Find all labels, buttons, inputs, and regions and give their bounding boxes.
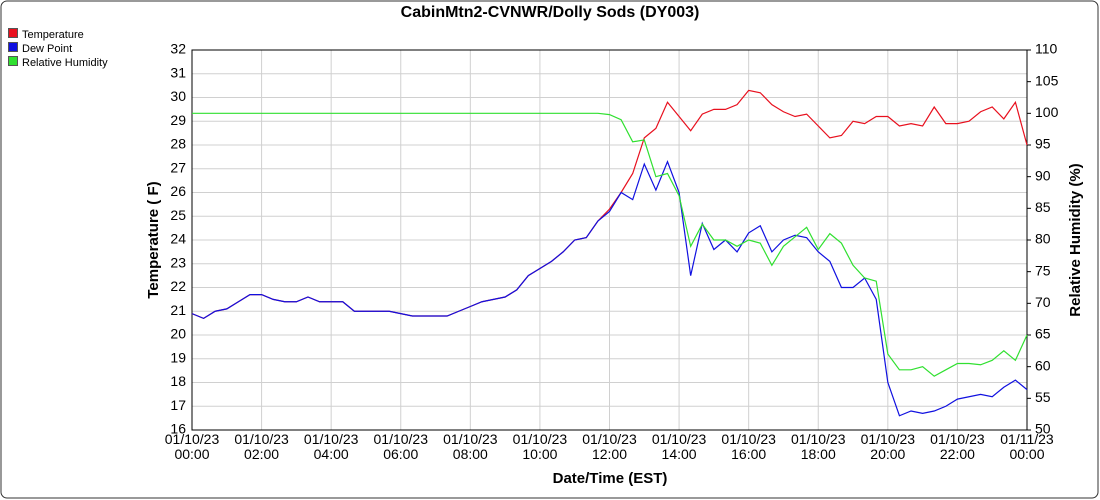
y2-tick-label: 65 xyxy=(1035,326,1051,342)
x-tick-label: 01/10/23 18:00 xyxy=(791,431,846,462)
x-tick-label: 01/10/23 08:00 xyxy=(443,431,498,462)
y-tick-label: 17 xyxy=(170,397,186,413)
x-axis-label: Date/Time (EST) xyxy=(553,470,668,487)
y2-tick-label: 75 xyxy=(1035,262,1051,278)
y-tick-label: 22 xyxy=(170,278,186,294)
y-tick-label: 29 xyxy=(170,112,186,128)
y-tick-label: 21 xyxy=(170,302,186,318)
y-axis-label: Temperature ( F) xyxy=(145,181,162,298)
y-tick-label: 19 xyxy=(170,349,186,365)
chart-title: CabinMtn2-CVNWR/Dolly Sods (DY003) xyxy=(401,4,700,21)
y2-tick-label: 55 xyxy=(1035,389,1051,405)
legend-entry: Temperature xyxy=(8,28,84,41)
y2-tick-label: 90 xyxy=(1035,167,1051,183)
x-tick-label: 01/10/23 14:00 xyxy=(651,431,707,462)
legend-swatch xyxy=(8,28,18,38)
y-tick-label: 27 xyxy=(170,159,186,175)
y2-axis-label: Relative Humidity (%) xyxy=(1067,163,1084,316)
y2-tick-label: 85 xyxy=(1035,199,1051,215)
x-tick-label: 01/10/23 00:00 xyxy=(164,431,220,462)
y2-tick-label: 105 xyxy=(1035,72,1059,88)
y-tick-label: 18 xyxy=(170,373,186,389)
legend-swatch xyxy=(8,56,18,66)
legend-label: Dew Point xyxy=(22,43,73,55)
legend-entry: Relative Humidity xyxy=(8,56,108,69)
y-tick-label: 31 xyxy=(170,64,186,80)
legend-label: Relative Humidity xyxy=(22,57,108,69)
y2-tick-label: 80 xyxy=(1035,231,1051,247)
legend-entry: Dew Point xyxy=(8,42,72,55)
x-tick-label: 01/10/23 06:00 xyxy=(373,431,429,462)
x-tick-label: 01/10/23 20:00 xyxy=(860,431,916,462)
y2-tick-label: 60 xyxy=(1035,357,1051,373)
y2-tick-label: 100 xyxy=(1035,104,1059,120)
y-tick-label: 25 xyxy=(170,207,186,223)
y-tick-label: 30 xyxy=(170,88,186,104)
x-tick-label: 01/10/23 04:00 xyxy=(303,431,359,462)
y2-tick-label: 70 xyxy=(1035,294,1051,310)
y-tick-label: 20 xyxy=(170,326,186,342)
y-tick-label: 23 xyxy=(170,254,186,270)
x-tick-label: 01/10/23 10:00 xyxy=(512,431,568,462)
y-tick-label: 24 xyxy=(170,231,186,247)
y-tick-label: 16 xyxy=(170,421,186,437)
y2-tick-label: 50 xyxy=(1035,421,1051,437)
x-tick-label: 01/10/23 22:00 xyxy=(930,431,985,462)
line-series xyxy=(192,112,1028,377)
plot-border xyxy=(191,49,1028,431)
y-tick-label: 28 xyxy=(170,136,186,152)
y-tick-label: 32 xyxy=(170,41,186,57)
legend-label: Temperature xyxy=(22,29,84,41)
x-tick-label: 01/11/23 00:00 xyxy=(1000,431,1054,462)
x-tick-label: 01/10/23 02:00 xyxy=(234,431,289,462)
legend-swatch xyxy=(8,42,18,52)
y2-tick-label: 110 xyxy=(1035,41,1058,57)
x-tick-label: 01/10/23 12:00 xyxy=(582,431,637,462)
y2-tick-label: 95 xyxy=(1035,136,1051,152)
x-tick-label: 01/10/23 16:00 xyxy=(721,431,776,462)
y-tick-label: 26 xyxy=(170,183,186,199)
line-series xyxy=(191,159,1028,417)
